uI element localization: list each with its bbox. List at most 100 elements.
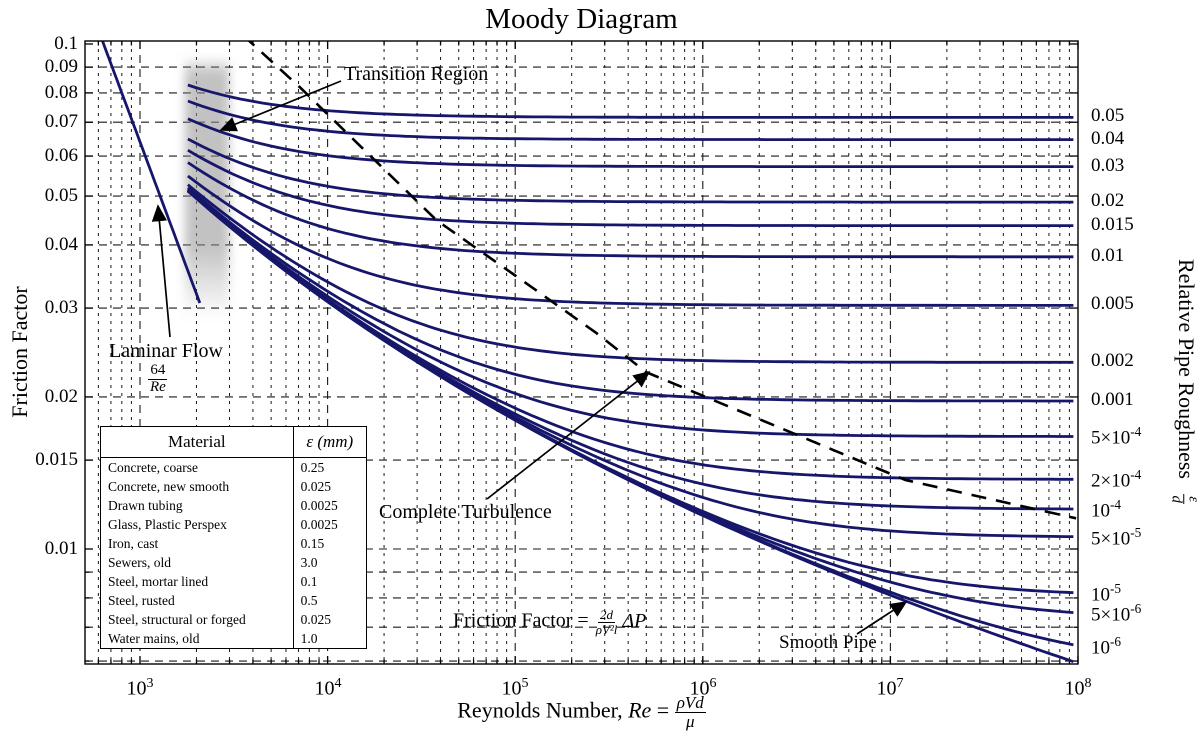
material-cell: Concrete, new smooth: [108, 479, 230, 494]
x-tick-label: 108: [1064, 676, 1092, 700]
re-symbol: Re: [628, 697, 652, 723]
x-tick-label: 104: [314, 676, 342, 700]
table-row: Concrete, coarse 0.25: [101, 457, 367, 477]
table-row: Drawn tubing 0.0025: [101, 496, 367, 515]
roughness-curve-0.015: [187, 148, 1074, 227]
y-tick-label: 0.09: [44, 56, 78, 77]
formula-fraction: 2d ρV²l: [595, 607, 618, 637]
roughness-curve-label: 0.015: [1091, 214, 1134, 235]
roughness-curve-label: 5×10-5: [1091, 525, 1142, 550]
roughness-curve-0.001: [186, 186, 1074, 403]
table-row: Glass, Plastic Perspex 0.0025: [101, 515, 367, 534]
roughness-curve-0.002: [187, 183, 1074, 364]
plot-border: [84, 40, 1079, 665]
roughness-curve-label: 0.03: [1091, 155, 1125, 176]
y-tick-label: 0.02: [44, 386, 78, 407]
material-cell: Concrete, coarse: [108, 460, 198, 475]
y-tick-label: 0.1: [54, 33, 78, 54]
smooth-pipe-curve: [186, 189, 1074, 664]
re-definition-fraction: ρVd μ: [674, 693, 706, 731]
roughness-value-cell: 0.025: [292, 477, 367, 496]
roughness-curve-label: 5×10-6: [1091, 601, 1142, 626]
material-column-header: Material: [100, 426, 294, 458]
curves: [101, 41, 1074, 664]
x-tick-label: 106: [689, 676, 717, 700]
material-cell: Sewers, old: [108, 555, 171, 570]
y-tick-label: 0.03: [44, 297, 78, 318]
roughness-curve-0.05: [187, 83, 1074, 119]
roughness-value-cell: 0.15: [292, 534, 367, 553]
roughness-curve-label: 0.005: [1091, 293, 1134, 314]
roughness-value-cell: 3.0: [292, 553, 367, 572]
roughness-value-cell: 1.0: [292, 629, 367, 649]
y-tick-label: 0.06: [44, 145, 78, 166]
formula-suffix: ΔP: [622, 609, 647, 632]
laminar-curve: [101, 41, 202, 304]
material-cell: Steel, rusted: [108, 593, 175, 608]
material-cell: Steel, structural or forged: [108, 612, 246, 627]
material-cell: Glass, Plastic Perspex: [108, 517, 227, 532]
x-tick-label: 107: [876, 676, 904, 700]
equals-sign: =: [651, 697, 675, 723]
roughness-curve-0.04: [187, 99, 1074, 141]
table-row: Iron, cast 0.15: [101, 534, 367, 553]
roughness-value-cell: 0.1: [292, 572, 367, 591]
smooth-pipe-label: Smooth Pipe: [779, 632, 877, 653]
y-axis-title-right-text: Relative Pipe Roughness: [1173, 259, 1199, 479]
transition-region-arrow: [219, 80, 342, 132]
roughness-curve-label: 10-6: [1091, 634, 1122, 659]
table-row: Concrete, new smooth 0.025: [101, 477, 367, 496]
roughness-curve-label: 0.001: [1091, 389, 1134, 410]
roughness-curve-label: 0.02: [1091, 190, 1125, 211]
roughness-curve-label: 0.04: [1091, 128, 1125, 149]
y-tick-label: 0.015: [35, 449, 78, 470]
roughness-value-cell: 0.25: [292, 457, 367, 477]
y-tick-label: 0.05: [44, 185, 78, 206]
gridlines: [85, 41, 1078, 664]
table-header-row: Material ε (mm): [100, 426, 367, 458]
roughness-curve-0.03: [187, 117, 1074, 168]
complete-turbulence-boundary: [247, 41, 1077, 520]
chart-title: Moody Diagram: [485, 3, 678, 35]
laminar-flow-arrow: [151, 204, 171, 338]
roughness-curve-0.0005: [186, 188, 1074, 438]
roughness-value-cell: 0.025: [292, 610, 367, 629]
laminar-flow-label: Laminar Flow: [109, 340, 223, 362]
roughness-material-table: Material ε (mm) Concrete, coarse 0.25 Conc…: [100, 426, 367, 649]
table-row: Sewers, old 3.0: [101, 553, 367, 572]
roughness-curve-label: 5×10-4: [1091, 424, 1142, 449]
material-cell: Water mains, old: [108, 631, 200, 646]
material-cell: Drawn tubing: [108, 498, 183, 513]
friction-factor-formula: Friction Factor = 2d ρV²l ΔP: [453, 608, 646, 636]
roughness-value-cell: 0.5: [292, 591, 367, 610]
x-axis-title-text: Reynolds Number,: [457, 697, 629, 723]
table-row: Steel, rusted 0.5: [101, 591, 367, 610]
roughness-curve-0.005: [187, 174, 1074, 307]
formula-prefix: Friction Factor =: [453, 609, 594, 632]
x-tick-label: 105: [501, 676, 529, 700]
table-row: Steel, structural or forged 0.025: [101, 610, 367, 629]
roughness-curve-label: 10-4: [1091, 497, 1122, 522]
laminar-formula: 64 Re: [148, 362, 168, 395]
table-row: Steel, mortar lined 0.1: [101, 572, 367, 591]
roughness-curve-label: 2×10-4: [1091, 467, 1142, 492]
y-tick-label: 0.04: [44, 234, 78, 255]
complete-turbulence-arrow: [486, 370, 651, 500]
roughness-curve-label: 0.05: [1091, 105, 1125, 126]
roughness-value-cell: 0.0025: [292, 515, 367, 534]
roughness-value-cell: 0.0025: [292, 496, 367, 515]
table-row: Water mains, old 1.0: [101, 629, 367, 649]
y-tick-label: 0.07: [44, 111, 78, 132]
x-tick-label: 103: [126, 676, 154, 700]
material-cell: Steel, mortar lined: [108, 574, 209, 589]
smooth-pipe-arrow: [856, 601, 908, 635]
y-tick-label: 0.08: [44, 82, 78, 103]
roughness-curve-label: 10-5: [1091, 581, 1122, 606]
epsilon-column-header: ε (mm): [292, 426, 367, 458]
roughness-curve-label: 0.01: [1091, 245, 1125, 266]
y-tick-label: 0.01: [44, 538, 78, 559]
material-cell: Iron, cast: [108, 536, 159, 551]
x-axis-title: Reynolds Number, Re = ρVd μ: [85, 694, 1078, 731]
